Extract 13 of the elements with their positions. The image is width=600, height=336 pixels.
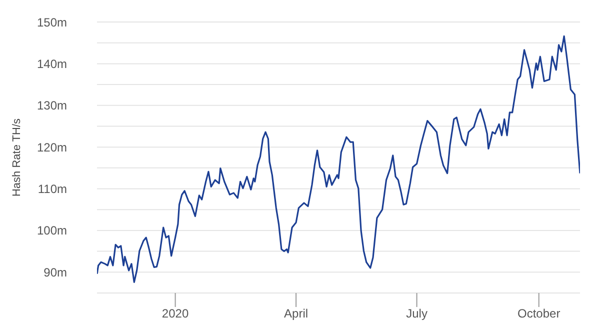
y-tick-label: 110m (38, 182, 67, 196)
y-tick-label: 150m (36, 15, 67, 30)
y-tick-label: 100m (36, 224, 67, 238)
y-tick-label: 90m (44, 265, 68, 280)
x-tick-label: October (518, 306, 560, 321)
y-tick-label: 120m (36, 140, 67, 154)
x-tick-label: April (284, 306, 308, 321)
x-tick-label: July (406, 306, 428, 321)
y-tick-label: 140m (36, 56, 67, 71)
x-tick-label: 2020 (162, 306, 189, 321)
y-axis-title: Hash Rate TH/s (10, 118, 23, 197)
y-tick-label: 130m (36, 98, 67, 113)
line-series (97, 35, 580, 283)
